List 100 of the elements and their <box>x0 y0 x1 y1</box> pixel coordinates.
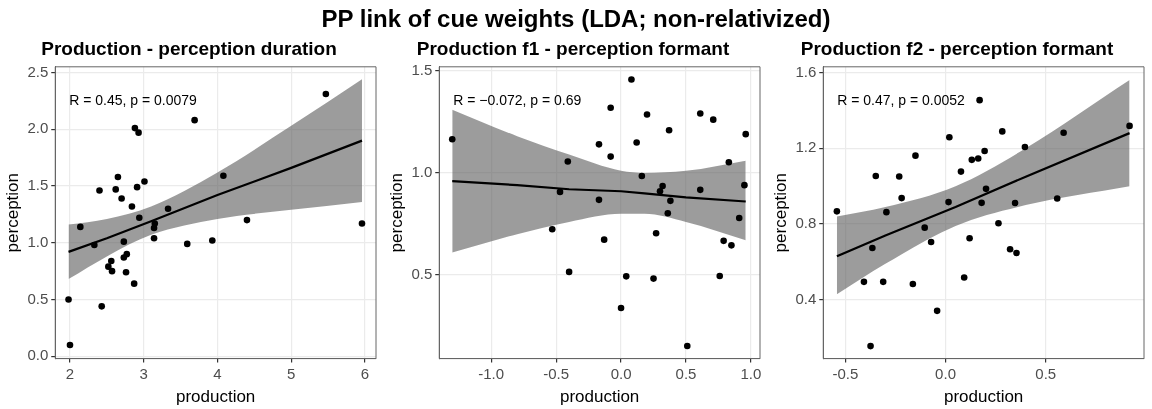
x-tick-label: -0.5 <box>832 364 859 382</box>
point <box>112 186 120 193</box>
point <box>667 197 674 205</box>
y-axis-title: perception <box>2 173 22 253</box>
point <box>968 156 976 164</box>
point <box>909 280 917 288</box>
point <box>709 116 717 123</box>
point <box>933 307 941 315</box>
y-tick-label: 2.5 <box>27 62 49 80</box>
point <box>96 187 103 194</box>
x-tick-label: 1.0 <box>740 364 762 382</box>
point <box>548 225 556 233</box>
point <box>448 135 456 143</box>
point <box>1006 245 1014 253</box>
point <box>108 267 116 275</box>
point <box>683 342 691 350</box>
chart-title: Production f2 - perception formant <box>800 37 1114 59</box>
point <box>1053 195 1061 202</box>
point <box>120 238 128 245</box>
chart-title: Production f1 - perception formant <box>416 37 730 59</box>
y-tick-label: 1.6 <box>795 62 817 80</box>
y-tick-label: 1.2 <box>795 138 817 156</box>
point <box>946 133 953 141</box>
point <box>735 214 743 222</box>
point <box>664 210 672 217</box>
point <box>622 273 630 280</box>
point <box>1013 249 1020 257</box>
x-tick-label: 6 <box>360 364 370 382</box>
point <box>978 199 985 207</box>
point <box>141 178 148 185</box>
x-tick-label: 5 <box>287 364 296 382</box>
point <box>595 141 603 148</box>
point <box>869 244 876 252</box>
chart-title: Production - perception duration <box>41 37 337 59</box>
point <box>945 198 952 206</box>
point <box>652 230 660 237</box>
point <box>867 342 874 350</box>
point <box>122 269 130 276</box>
point <box>565 268 573 276</box>
y-axis-title: perception <box>770 173 790 253</box>
point <box>628 76 635 83</box>
point <box>716 272 724 280</box>
point <box>982 185 990 193</box>
y-tick-label: 1.5 <box>411 61 433 79</box>
point <box>742 130 750 138</box>
point <box>741 181 748 189</box>
point <box>183 240 191 248</box>
point <box>118 195 125 202</box>
x-tick-label: 0.5 <box>1035 364 1057 382</box>
point <box>133 183 141 191</box>
point <box>358 220 366 227</box>
point <box>638 172 646 180</box>
point <box>564 158 572 165</box>
point <box>105 263 112 270</box>
point <box>107 257 115 265</box>
point <box>130 280 138 287</box>
point <box>995 220 1002 227</box>
point <box>966 234 973 242</box>
point <box>633 139 640 146</box>
point <box>600 236 608 243</box>
point <box>725 159 733 166</box>
point <box>960 274 968 281</box>
point <box>607 153 614 160</box>
point <box>123 250 131 258</box>
point <box>860 278 868 286</box>
point <box>91 241 98 249</box>
point <box>981 147 988 155</box>
point <box>879 278 887 286</box>
y-tick-label: 0.8 <box>795 214 817 232</box>
annotation: R = 0.47, p = 0.0052 <box>837 91 966 108</box>
point <box>607 104 614 112</box>
x-tick-label: 2 <box>65 364 75 382</box>
point <box>921 224 928 231</box>
y-tick-label: 1.0 <box>411 163 433 181</box>
y-tick-label: 0.5 <box>411 265 433 283</box>
x-tick-label: 0.5 <box>675 364 697 382</box>
point <box>556 188 564 196</box>
point <box>1060 129 1067 137</box>
point <box>595 196 603 204</box>
x-axis-title: production <box>175 387 256 407</box>
x-axis-title: production <box>943 387 1024 407</box>
point <box>998 128 1006 135</box>
point <box>665 126 673 134</box>
point <box>243 216 251 224</box>
x-tick-label: 0.0 <box>935 364 956 382</box>
x-tick-label: -1.0 <box>478 364 505 382</box>
point <box>220 172 227 180</box>
annotation: R = −0.072, p = 0.69 <box>453 91 582 108</box>
point <box>114 173 122 181</box>
point <box>957 168 965 175</box>
point <box>65 296 72 303</box>
point <box>696 186 704 194</box>
point <box>209 237 216 244</box>
point <box>191 116 198 124</box>
point <box>927 238 935 246</box>
point <box>135 129 142 136</box>
y-tick-label: 0.4 <box>795 290 817 307</box>
x-tick-label: 0.0 <box>610 364 632 382</box>
point <box>151 220 159 227</box>
point <box>164 205 172 213</box>
